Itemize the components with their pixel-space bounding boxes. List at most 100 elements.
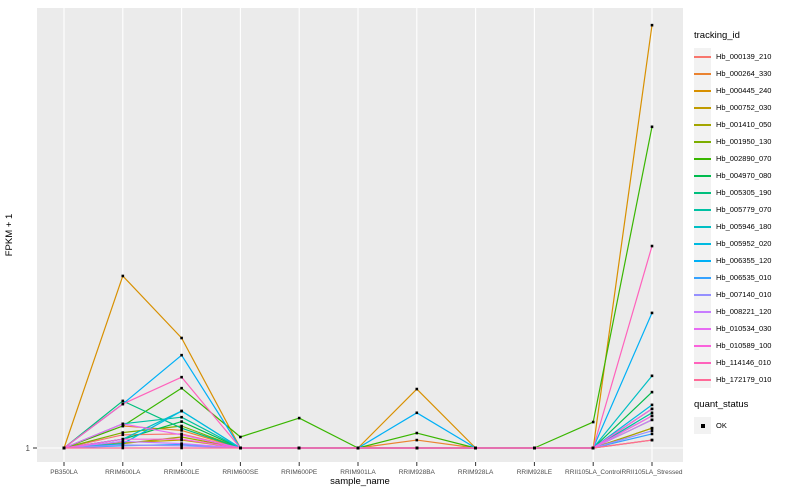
legend-key-line-icon <box>694 286 711 303</box>
legend-key-line-icon <box>694 82 711 99</box>
legend-color-line <box>694 378 711 381</box>
data-point-Hb_172179_010 <box>62 446 66 450</box>
data-point-Hb_005952_020 <box>650 403 654 407</box>
data-point-Hb_000445_240 <box>415 387 419 391</box>
legend-item-Hb_001950_130: Hb_001950_130 <box>694 133 798 150</box>
x-tick-label: RRIM901LA <box>340 469 376 476</box>
y-axis-title: FPKM + 1 <box>4 213 15 257</box>
legend-color-line <box>694 208 711 211</box>
legend-item-Hb_005952_020: Hb_005952_020 <box>694 235 798 252</box>
x-axis-title: sample_name <box>330 476 390 487</box>
legend-item-label: Hb_010589_100 <box>716 341 772 350</box>
black-square-point-icon <box>700 423 705 428</box>
legend-item-label: Hb_000752_030 <box>716 103 772 112</box>
legend-item-label: Hb_114146_010 <box>716 358 771 367</box>
legend-key-line-icon <box>694 218 711 235</box>
legend-item-label: OK <box>716 421 727 430</box>
data-point-Hb_002890_070 <box>297 416 301 420</box>
legend-item-Hb_010534_030: Hb_010534_030 <box>694 320 798 337</box>
legend-color-line <box>694 123 711 126</box>
data-point-Hb_006355_120 <box>650 311 654 315</box>
data-point-Hb_007140_010 <box>121 443 125 447</box>
axis-tick-labels: 1 PB350LA RRIM600LA RRIM600LE RRIM600SE RRIM6… <box>26 444 683 476</box>
data-point-Hb_005305_190 <box>121 399 125 403</box>
data-point-Hb_006355_120 <box>180 353 183 357</box>
legend-item-label: Hb_006535_010 <box>716 273 772 282</box>
legend-color-line <box>694 72 711 75</box>
data-point-Hb_010534_030 <box>121 422 125 426</box>
legend-quant-block: quant_status OK <box>694 399 798 434</box>
legend-item-Hb_002890_070: Hb_002890_070 <box>694 150 798 167</box>
legend-color-line <box>694 140 711 143</box>
legend-color-line <box>694 344 711 347</box>
legend-key-line-icon <box>694 184 711 201</box>
legend-color-line <box>694 259 711 262</box>
legend-color-line <box>694 191 711 194</box>
data-point-Hb_001410_050 <box>650 426 654 430</box>
data-point-Hb_002890_070 <box>591 420 595 424</box>
x-tick-label: RRII105LA_Stressed <box>621 469 682 476</box>
legend-item-quant-OK: OK <box>694 417 798 434</box>
legend-key-line-icon <box>694 320 711 337</box>
legend-key-line-icon <box>694 252 711 269</box>
data-point-Hb_005952_020 <box>121 442 125 445</box>
legend-item-Hb_010589_100: Hb_010589_100 <box>694 337 798 354</box>
data-point-Hb_114146_010 <box>650 244 654 248</box>
data-point-Hb_010589_100 <box>121 437 125 441</box>
legend-key-line-icon <box>694 99 711 116</box>
legend-color-line <box>694 106 711 109</box>
x-tick-label: RRIM600SE <box>222 469 259 476</box>
legend-item-Hb_000752_030: Hb_000752_030 <box>694 99 798 116</box>
legend-color-line <box>694 276 711 279</box>
data-point-Hb_005946_180 <box>650 374 654 378</box>
data-point-Hb_005779_070 <box>180 415 183 419</box>
data-point-Hb_006535_010 <box>650 432 654 436</box>
data-point-Hb_172179_010 <box>180 446 183 450</box>
data-point-Hb_000445_240 <box>180 336 183 340</box>
legend-item-Hb_005305_190: Hb_005305_190 <box>694 184 798 201</box>
legend-item-label: Hb_000445_240 <box>716 86 772 95</box>
data-point-Hb_007140_010 <box>650 429 654 433</box>
legend-item-Hb_005946_180: Hb_005946_180 <box>694 218 798 235</box>
legend-color-line <box>694 327 711 330</box>
y-tick-label: 1 <box>26 444 31 453</box>
legend-key-square-icon <box>694 417 711 434</box>
legend-title-tracking-id: tracking_id <box>694 30 740 41</box>
legend-item-Hb_006535_010: Hb_006535_010 <box>694 269 798 286</box>
data-point-Hb_172179_010 <box>474 446 477 450</box>
data-point-Hb_002890_070 <box>239 435 242 439</box>
data-point-Hb_008221_120 <box>180 442 183 445</box>
legend-item-label: Hb_002890_070 <box>716 154 772 163</box>
data-point-Hb_005305_190 <box>180 426 183 430</box>
data-point-Hb_008221_120 <box>650 418 654 422</box>
data-point-Hb_010534_030 <box>180 433 183 437</box>
legend-color-line <box>694 55 711 58</box>
data-point-markers <box>62 23 654 450</box>
legend-item-Hb_000139_210: Hb_000139_210 <box>694 48 798 65</box>
legend-item-label: Hb_001410_050 <box>716 120 772 129</box>
legend-item-label: Hb_010534_030 <box>716 324 772 333</box>
legend-color-line <box>694 361 711 364</box>
data-point-Hb_005952_020 <box>180 409 183 413</box>
data-point-Hb_010589_100 <box>650 407 654 411</box>
legend-color-line <box>694 174 711 177</box>
data-point-Hb_172179_010 <box>650 438 654 442</box>
data-point-Hb_002890_070 <box>650 125 654 129</box>
legend-item-label: Hb_008221_120 <box>716 307 772 316</box>
data-point-Hb_172179_010 <box>533 446 536 450</box>
data-point-Hb_004970_080 <box>650 390 654 394</box>
data-point-Hb_004970_080 <box>180 420 183 423</box>
data-point-Hb_007140_010 <box>180 444 183 448</box>
panel-background <box>37 8 683 462</box>
legend-item-Hb_006355_120: Hb_006355_120 <box>694 252 798 269</box>
legend-item-label: Hb_005946_180 <box>716 222 772 231</box>
legend-color-line <box>694 293 711 296</box>
data-point-Hb_010534_030 <box>650 414 654 418</box>
axis-ticks <box>33 447 653 466</box>
legend-item-Hb_000264_330: Hb_000264_330 <box>694 65 798 82</box>
data-point-Hb_002890_070 <box>121 424 125 428</box>
legend-item-label: Hb_172179_010 <box>716 375 772 384</box>
legend-tracking-items: Hb_000139_210 Hb_000264_330 Hb_000445_240 H… <box>694 48 798 388</box>
